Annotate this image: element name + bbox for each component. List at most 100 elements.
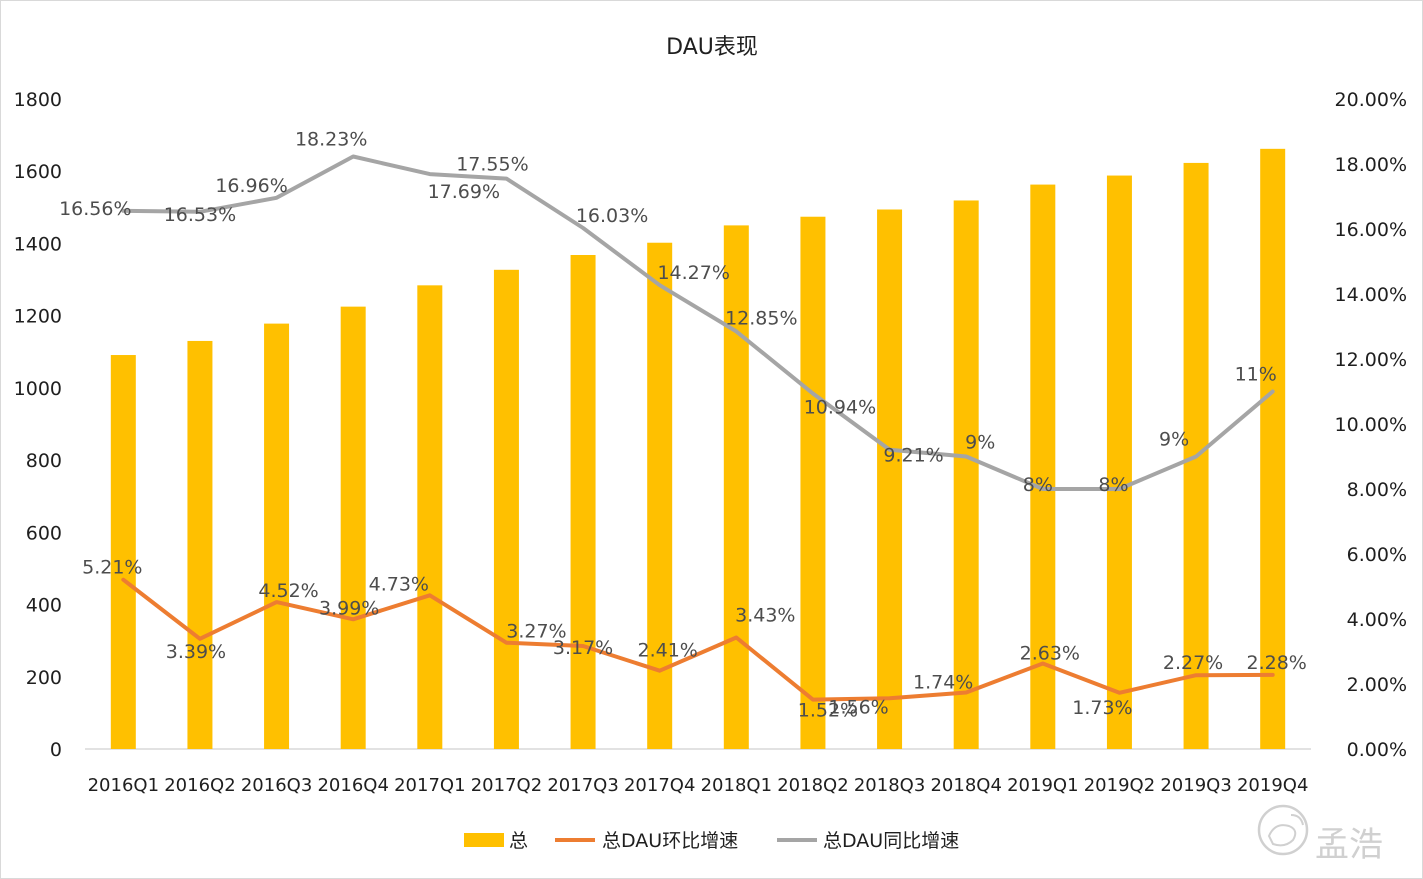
legend-swatch-total bbox=[464, 833, 504, 847]
series-line bbox=[121, 577, 1275, 702]
x-tick-label: 2018Q2 bbox=[777, 775, 848, 796]
bar bbox=[1106, 175, 1132, 750]
bar bbox=[1030, 184, 1056, 750]
left-axis-ticks: 0 200 400 600 800 1000 1200 1400 1600 1800 bbox=[14, 89, 62, 761]
right-tick-label: 20.00% bbox=[1335, 89, 1407, 111]
x-tick-label: 2018Q4 bbox=[930, 775, 1001, 796]
left-tick-label: 1200 bbox=[14, 306, 62, 328]
data-label: 16.03% bbox=[576, 205, 648, 227]
data-label: 8% bbox=[1023, 474, 1053, 496]
legend: 总 总DAU环比增速 总DAU同比增速 bbox=[464, 830, 959, 852]
legend-label-total: 总 bbox=[509, 830, 528, 852]
left-tick-label: 200 bbox=[26, 667, 62, 689]
x-tick-label: 2017Q1 bbox=[394, 775, 465, 796]
bar bbox=[647, 242, 673, 749]
right-tick-label: 4.00% bbox=[1347, 609, 1407, 631]
data-label: 14.27% bbox=[657, 262, 729, 284]
data-label: 8% bbox=[1098, 474, 1128, 496]
data-labels-yoy: 16.56% 16.53% 16.96% 18.23% 17.69% 17.55% 16.0… bbox=[59, 129, 1277, 496]
x-tick-label: 2016Q1 bbox=[88, 775, 159, 796]
left-tick-label: 600 bbox=[26, 522, 62, 544]
x-tick-label: 2016Q4 bbox=[317, 775, 388, 796]
data-label: 11% bbox=[1235, 364, 1277, 386]
bar bbox=[340, 306, 366, 749]
legend-label-qoq: 总DAU环比增速 bbox=[602, 830, 738, 852]
bar bbox=[877, 209, 903, 749]
data-label: 2.27% bbox=[1163, 652, 1223, 674]
data-label: 3.43% bbox=[735, 605, 795, 627]
x-tick-label: 2017Q4 bbox=[624, 775, 695, 796]
bar bbox=[187, 340, 213, 749]
data-label: 4.73% bbox=[369, 573, 429, 595]
data-label: 17.69% bbox=[428, 181, 500, 203]
bar bbox=[800, 216, 826, 749]
data-label: 9% bbox=[1159, 429, 1189, 451]
data-label: 3.39% bbox=[166, 641, 226, 663]
right-tick-label: 16.00% bbox=[1335, 219, 1407, 241]
right-tick-label: 2.00% bbox=[1347, 674, 1407, 696]
chart-title: DAU表现 bbox=[666, 35, 758, 60]
left-tick-label: 800 bbox=[26, 450, 62, 472]
bar bbox=[493, 269, 519, 749]
bar bbox=[1260, 148, 1286, 750]
right-tick-label: 8.00% bbox=[1347, 479, 1407, 501]
bar bbox=[264, 323, 290, 749]
bar bbox=[723, 225, 749, 749]
bar bbox=[417, 285, 443, 749]
data-label: 17.55% bbox=[456, 154, 528, 176]
x-tick-label: 2018Q3 bbox=[854, 775, 925, 796]
x-tick-label: 2017Q2 bbox=[471, 775, 542, 796]
right-tick-label: 14.00% bbox=[1335, 284, 1407, 306]
data-label: 5.21% bbox=[82, 557, 142, 579]
legend-label-yoy: 总DAU同比增速 bbox=[823, 830, 959, 852]
left-tick-label: 1400 bbox=[14, 233, 62, 255]
line-series-qoq bbox=[121, 577, 1275, 702]
right-tick-label: 6.00% bbox=[1347, 544, 1407, 566]
right-tick-label: 18.00% bbox=[1335, 154, 1407, 176]
right-tick-label: 12.00% bbox=[1335, 349, 1407, 371]
data-label: 2.41% bbox=[638, 640, 698, 662]
x-tick-label: 2019Q2 bbox=[1084, 775, 1155, 796]
bar bbox=[570, 255, 596, 749]
data-label: 9% bbox=[965, 432, 995, 454]
line-series-yoy bbox=[121, 154, 1275, 491]
series-line bbox=[121, 154, 1275, 491]
x-tick-label: 2016Q2 bbox=[164, 775, 235, 796]
data-label: 4.52% bbox=[258, 580, 318, 602]
watermark: 孟浩 bbox=[1257, 804, 1383, 865]
bar bbox=[953, 200, 979, 749]
data-label: 3.27% bbox=[506, 621, 566, 643]
data-label: 9.21% bbox=[883, 445, 943, 467]
bar-series-total bbox=[110, 148, 1286, 750]
x-tick-label: 2016Q3 bbox=[241, 775, 312, 796]
data-label: 1.74% bbox=[913, 671, 973, 693]
weibo-logo-icon bbox=[1257, 804, 1309, 856]
x-tick-label: 2019Q3 bbox=[1160, 775, 1231, 796]
data-label: 10.94% bbox=[804, 396, 876, 418]
x-tick-label: 2017Q3 bbox=[547, 775, 618, 796]
x-axis-ticks: 2016Q1 2016Q2 2016Q3 2016Q4 2017Q1 2017Q2 2017… bbox=[88, 775, 1309, 796]
data-label: 1.56% bbox=[828, 696, 888, 718]
data-labels-qoq: 5.21% 3.39% 4.52%3.99%4.73% 3.27%3.17% 2.41%… bbox=[82, 557, 1307, 722]
x-tick-label: 2019Q1 bbox=[1007, 775, 1078, 796]
data-label: 3.99% bbox=[319, 597, 379, 619]
left-tick-label: 0 bbox=[50, 739, 62, 761]
data-label: 16.53% bbox=[164, 204, 236, 226]
data-label: 2.28% bbox=[1247, 652, 1307, 674]
watermark-text: 孟浩 bbox=[1315, 825, 1383, 865]
right-axis-ticks: 0.00% 2.00% 4.00% 6.00% 8.00% 10.00% 12.00% 14.… bbox=[1335, 89, 1407, 761]
right-tick-label: 10.00% bbox=[1335, 414, 1407, 436]
data-label: 3.17% bbox=[553, 637, 613, 659]
left-tick-label: 1600 bbox=[14, 161, 62, 183]
data-label: 16.56% bbox=[59, 198, 131, 220]
data-label: 18.23% bbox=[295, 129, 367, 151]
left-tick-label: 1000 bbox=[14, 378, 62, 400]
left-tick-label: 400 bbox=[26, 595, 62, 617]
data-label: 16.96% bbox=[215, 175, 287, 197]
left-tick-label: 1800 bbox=[14, 89, 62, 111]
right-tick-label: 0.00% bbox=[1347, 739, 1407, 761]
x-tick-label: 2019Q4 bbox=[1237, 775, 1308, 796]
data-label: 1.73% bbox=[1072, 697, 1132, 719]
bar bbox=[110, 355, 136, 749]
